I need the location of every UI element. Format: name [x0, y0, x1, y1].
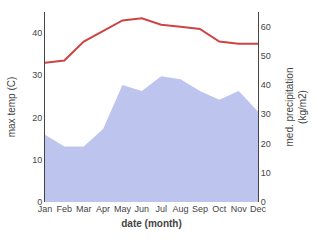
svg-text:30: 30 [32, 70, 42, 80]
svg-text:0: 0 [37, 197, 42, 207]
svg-text:30: 30 [261, 109, 271, 119]
svg-text:10: 10 [32, 155, 42, 165]
svg-text:Dec: Dec [250, 204, 267, 214]
svg-text:50: 50 [261, 51, 271, 61]
svg-text:10: 10 [261, 168, 271, 178]
svg-text:date (month): date (month) [121, 218, 182, 229]
svg-text:Nov: Nov [231, 204, 248, 214]
svg-text:Jan: Jan [38, 204, 53, 214]
svg-text:Jul: Jul [155, 204, 167, 214]
svg-text:20: 20 [261, 139, 271, 149]
svg-text:40: 40 [261, 80, 271, 90]
svg-text:Apr: Apr [96, 204, 110, 214]
svg-text:40: 40 [32, 28, 42, 38]
svg-text:0: 0 [261, 197, 266, 207]
svg-text:Jun: Jun [135, 204, 150, 214]
svg-text:May: May [114, 204, 132, 214]
svg-text:med. precipitation(kg/m2): med. precipitation(kg/m2) [284, 68, 308, 147]
svg-text:20: 20 [32, 113, 42, 123]
svg-text:60: 60 [261, 22, 271, 32]
svg-text:max temp (C): max temp (C) [6, 77, 17, 138]
svg-text:Sep: Sep [192, 204, 208, 214]
svg-text:Aug: Aug [173, 204, 189, 214]
svg-text:Oct: Oct [212, 204, 227, 214]
svg-text:Feb: Feb [57, 204, 73, 214]
svg-text:Mar: Mar [76, 204, 92, 214]
